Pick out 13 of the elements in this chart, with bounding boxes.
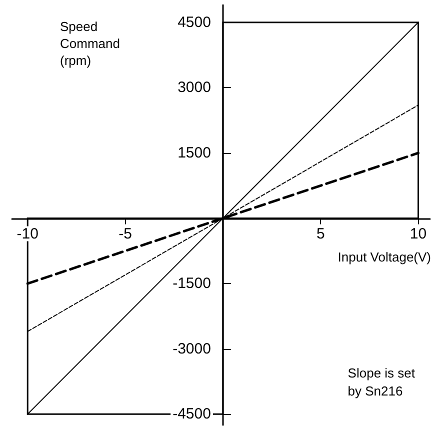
x-axis-title: Input Voltage(V): [338, 249, 432, 264]
y-tick-label: -1500: [172, 275, 211, 292]
y-tick-label: -4500: [172, 406, 211, 423]
x-tick-label: 10: [410, 225, 427, 242]
x-tick-label: -10: [16, 225, 38, 242]
y-tick-label: 3000: [178, 79, 211, 96]
y-tick-label: -3000: [172, 340, 211, 358]
x-tick-label: -5: [118, 225, 132, 242]
annotation: Slope is set by Sn216: [348, 366, 416, 398]
y-tick-label: 4500: [178, 14, 211, 31]
y-tick-label: 1500: [178, 144, 211, 162]
x-tick-label: 5: [316, 225, 325, 242]
y-axis-title: Speed Command (rpm): [60, 19, 120, 68]
